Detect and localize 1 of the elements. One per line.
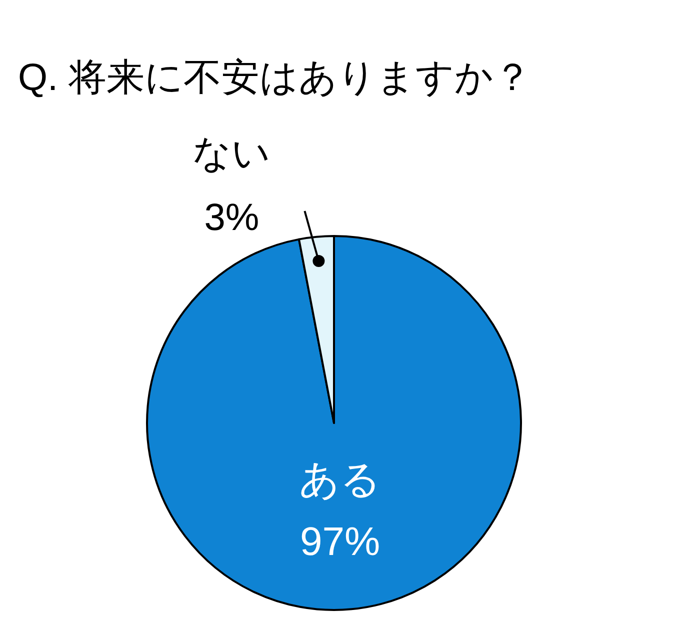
title: Q. 将来に不安はありますか？	[18, 57, 532, 99]
